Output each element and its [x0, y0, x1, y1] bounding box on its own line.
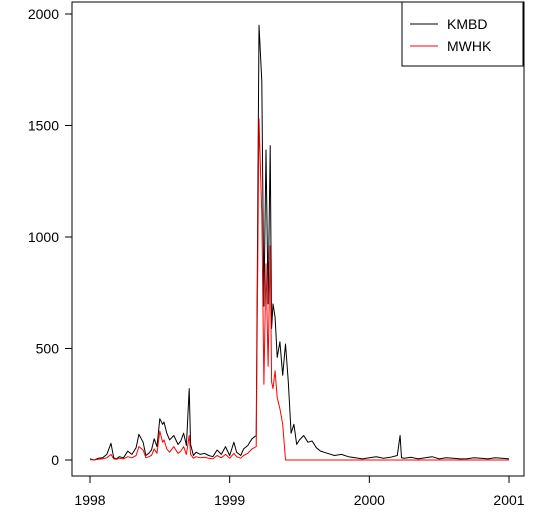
plot-frame [71, 1, 525, 477]
x-tick-label: 2000 [354, 492, 385, 508]
x-tick-label: 1999 [214, 492, 245, 508]
y-tick-label: 500 [36, 341, 60, 357]
series-line-mwhk [89, 118, 509, 461]
legend: KMBD MWHK [401, 1, 524, 67]
series-line-kmbd [89, 24, 510, 461]
y-tick-label: 1500 [28, 118, 59, 134]
y-tick-label: 1000 [28, 229, 59, 245]
y-tick-label: 0 [51, 452, 59, 468]
legend-label-kmbd: KMBD [447, 16, 487, 32]
x-tick-label: 2001 [493, 492, 524, 508]
y-tick-label: 2000 [28, 6, 59, 22]
x-axis: 1998 1999 2000 2001 [74, 475, 525, 508]
legend-box [401, 1, 524, 67]
legend-label-mwhk: MWHK [447, 38, 492, 54]
x-tick-label: 1998 [74, 492, 105, 508]
series-layer [89, 24, 510, 461]
y-axis: 0 500 1000 1500 2000 [28, 6, 73, 468]
